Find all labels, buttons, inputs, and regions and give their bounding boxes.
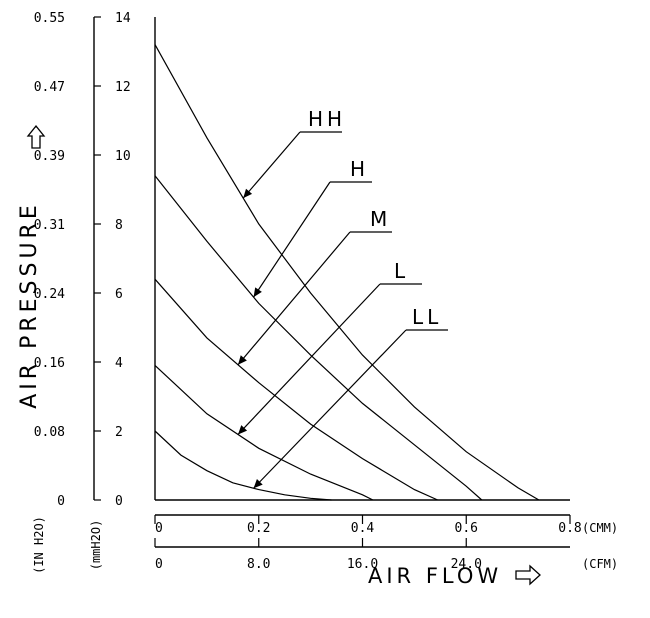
y-inner-tick-label: 6 <box>115 287 123 302</box>
series-label-l: L <box>394 259 409 283</box>
y-outer-tick-label: 0.47 <box>34 80 65 95</box>
y-inner-tick-label: 14 <box>115 11 131 26</box>
y-outer-tick-label: 0 <box>57 494 65 509</box>
y-inner-tick-label: 2 <box>115 425 123 440</box>
callout-arrowhead-ll <box>253 479 263 489</box>
x-axis-title: AIR FLOW <box>368 564 502 588</box>
x-primary-tick-label: 0.4 <box>351 521 375 536</box>
y-axis-title: AIR PRESSURE <box>17 201 42 409</box>
x-primary-tick-label: 0.6 <box>455 521 478 536</box>
y-outer-tick-label: 0.39 <box>34 149 65 164</box>
series-label-ll: LL <box>412 305 442 329</box>
series-label-hh: HH <box>308 107 346 131</box>
callout-leader-l <box>237 283 381 435</box>
x-primary-tick-label: 0.2 <box>247 521 270 536</box>
curve-ll <box>154 430 332 501</box>
series-label-m: M <box>370 207 391 231</box>
x-primary-unit: (CMM) <box>582 521 618 535</box>
y-inner-unit: (mmH2O) <box>89 520 103 571</box>
y-inner-tick-label: 0 <box>115 494 123 509</box>
curve-hh <box>154 44 540 501</box>
callout-leader-hh <box>242 131 301 199</box>
x-primary-tick-label: 0 <box>155 521 163 536</box>
callout-arrowhead-l <box>238 425 248 435</box>
right-arrow-icon <box>515 564 541 586</box>
x-secondary-tick-label: 0 <box>155 557 163 572</box>
callout-leader-ll <box>253 329 407 489</box>
callout-arrowhead-h <box>253 287 262 298</box>
callout-leader-h <box>253 181 331 298</box>
y-inner-tick-label: 8 <box>115 218 123 233</box>
x-axes-group: 0 0.2 0.4 0.6 0.8 0 8.0 16.0 24.0 <box>154 514 582 572</box>
callout-arrowhead-hh <box>243 188 253 199</box>
y-inner-tick-label: 10 <box>115 149 131 164</box>
y-outer-tick-label: 0.24 <box>34 287 65 302</box>
y-outer-tick-label: 0.08 <box>34 425 65 440</box>
y-outer-tick-label: 0.16 <box>34 356 65 371</box>
curves-group <box>154 44 540 501</box>
x-secondary-tick-label: 24.0 <box>451 557 482 572</box>
x-secondary-unit: (CFM) <box>582 557 618 571</box>
x-secondary-tick-label: 8.0 <box>247 557 270 572</box>
curve-m <box>154 278 438 501</box>
series-label-h: H <box>350 157 369 181</box>
x-secondary-tick-label: 16.0 <box>347 557 378 572</box>
y-inner-tick-label: 12 <box>115 80 131 95</box>
x-primary-tick-label: 0.8 <box>558 521 581 536</box>
y-inner-tick-label: 4 <box>115 356 123 371</box>
curve-l <box>154 364 374 501</box>
curve-h <box>154 175 483 501</box>
y-outer-tick-label: 0.31 <box>34 218 65 233</box>
callout-arrowhead-m <box>238 355 247 365</box>
y-outer-unit: (IN H2O) <box>32 516 46 574</box>
plot-frame <box>154 17 570 501</box>
up-arrow-icon <box>26 124 46 149</box>
y-axes-group: 0.55 14 0.47 12 0.39 10 0.31 8 0.24 6 0.16 4 0.08 2 0 0 <box>34 11 131 509</box>
callout-leader-m <box>237 231 351 366</box>
y-outer-tick-label: 0.55 <box>34 11 65 26</box>
